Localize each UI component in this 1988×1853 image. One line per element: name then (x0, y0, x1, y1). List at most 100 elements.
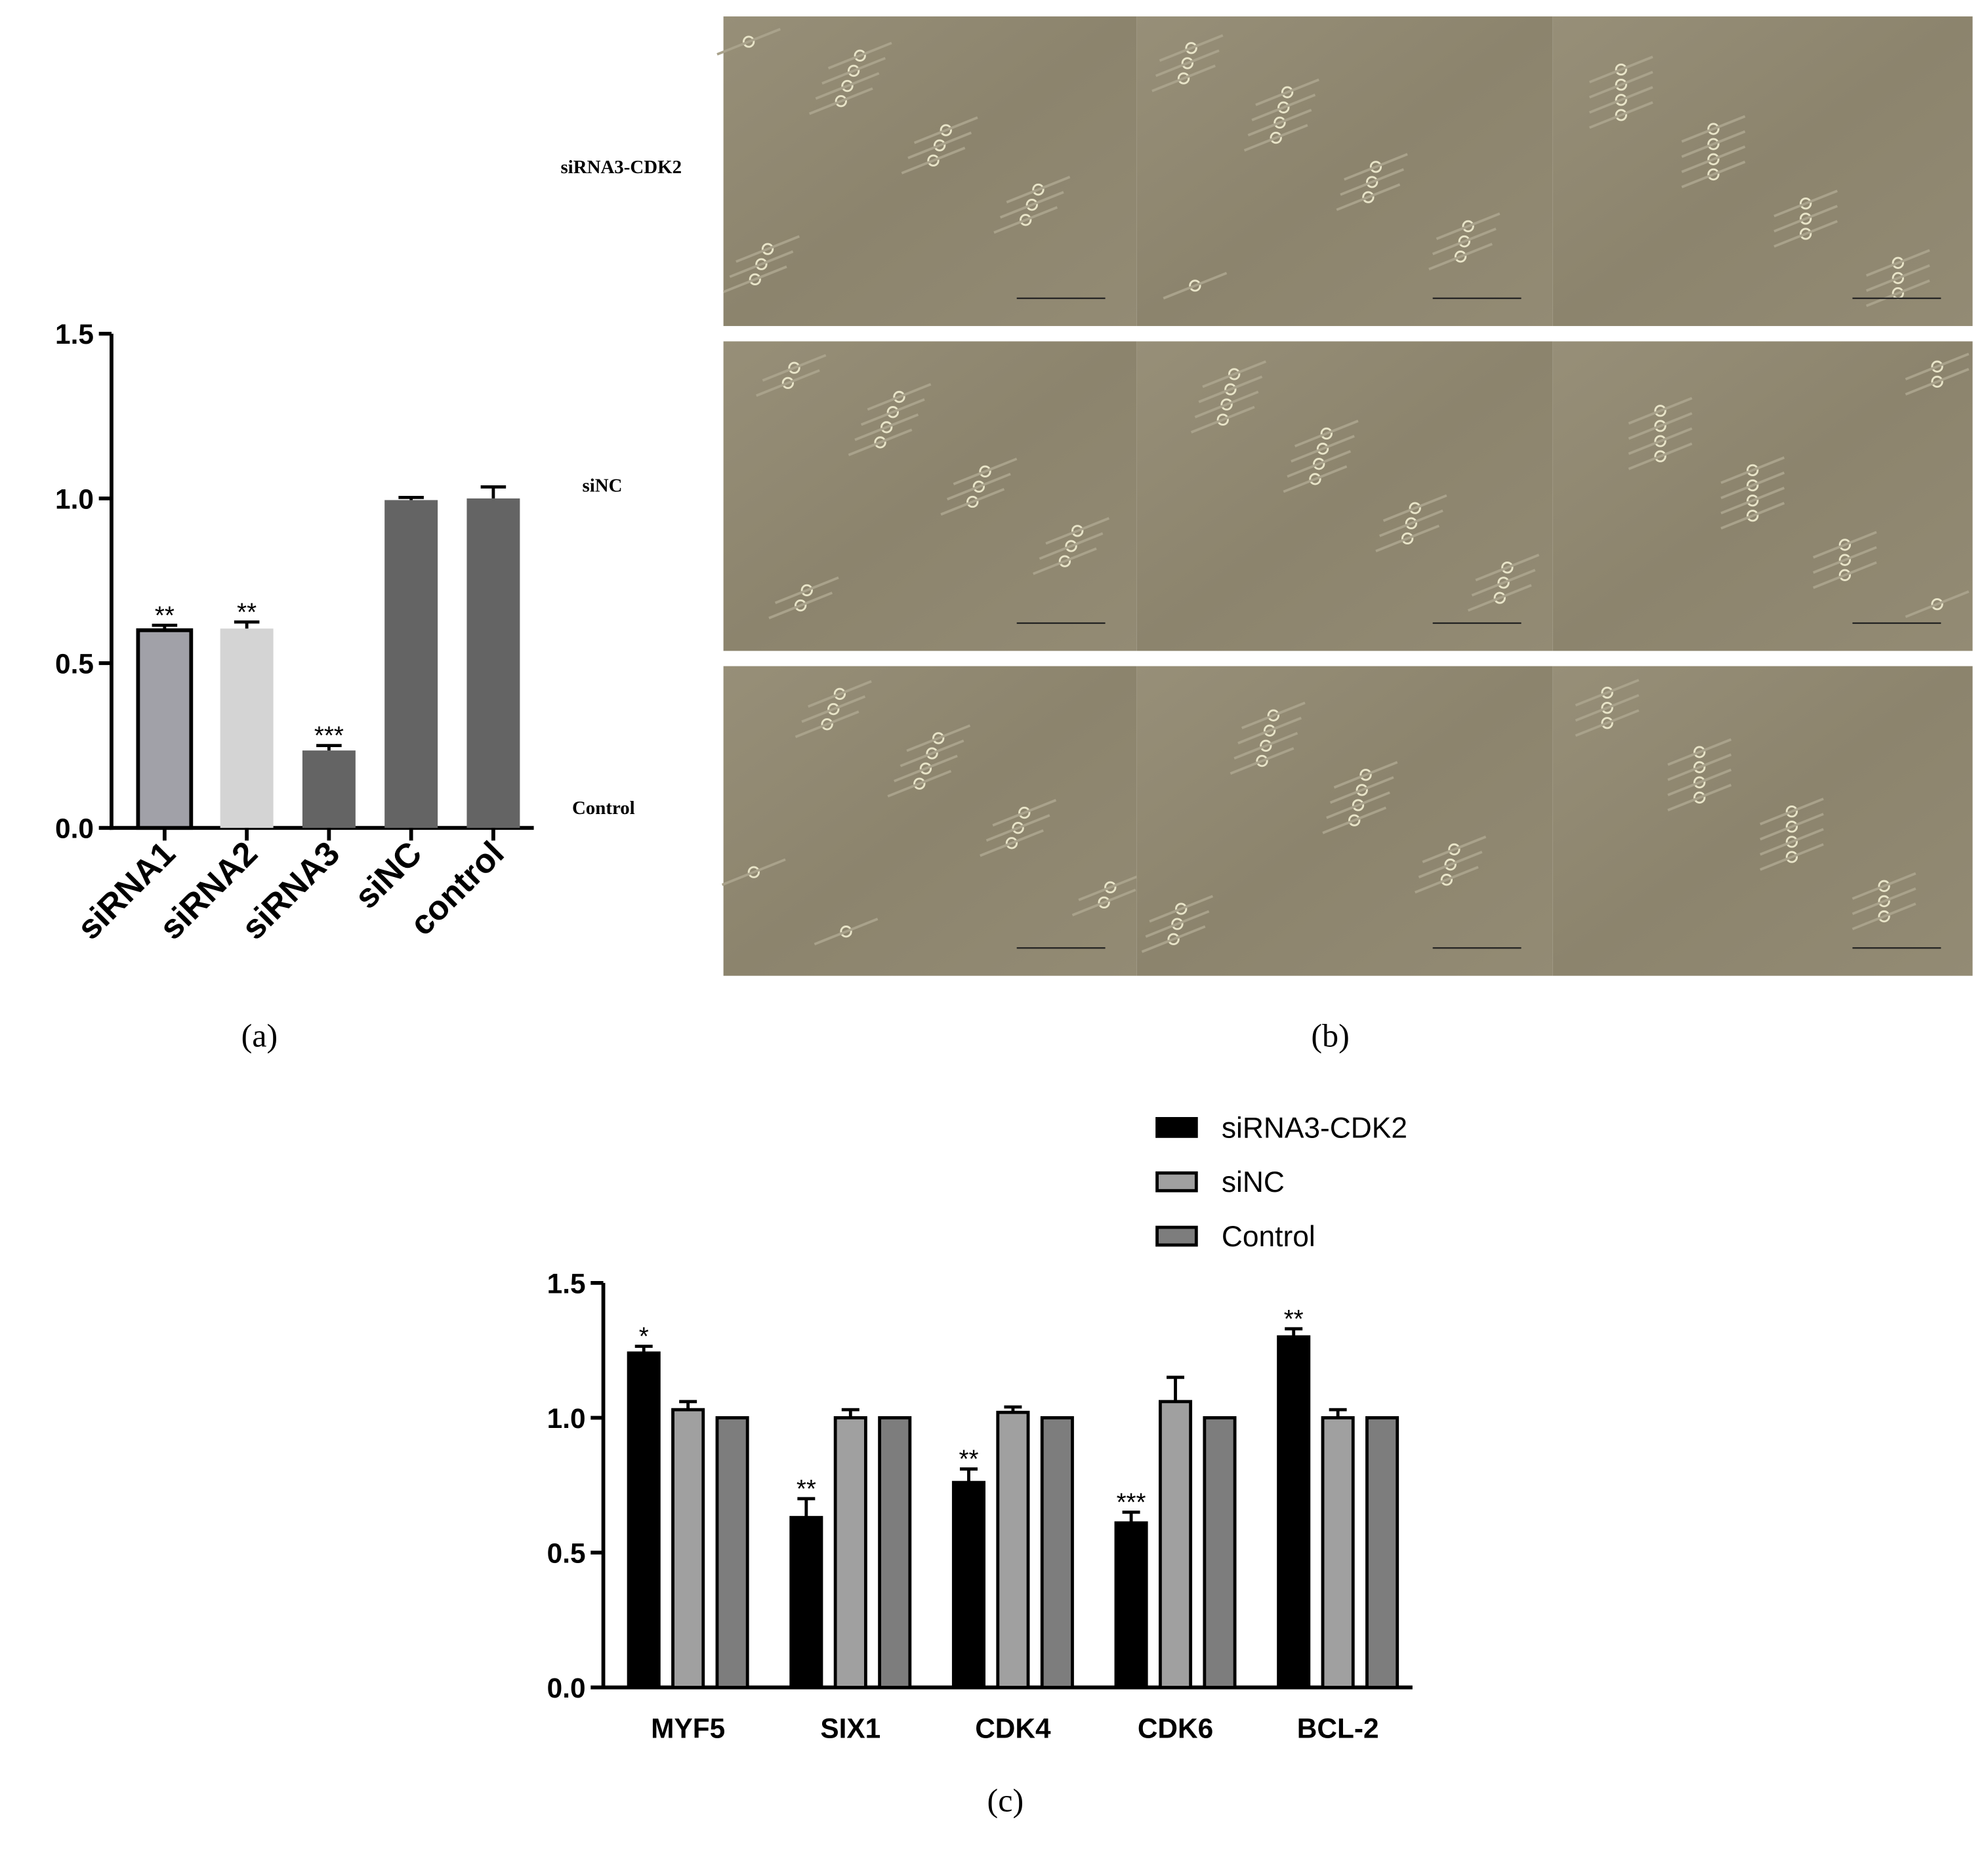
cell-body (1667, 738, 1732, 766)
cell (1785, 851, 1798, 863)
cell-body (1418, 851, 1483, 879)
cell (1018, 806, 1031, 819)
legend-label: Control (1222, 1221, 1315, 1253)
cell-body (1760, 828, 1824, 856)
cell-body (1773, 205, 1838, 233)
cell-body (1812, 531, 1877, 559)
cell (1348, 814, 1361, 826)
cell-body (1432, 228, 1497, 256)
cell (835, 95, 847, 108)
error-bar (316, 744, 342, 751)
cell (1931, 360, 1943, 373)
cell (1316, 442, 1329, 455)
cell-body (716, 28, 781, 56)
cell (1785, 821, 1798, 833)
cell-body (1194, 390, 1259, 418)
cell (1654, 450, 1667, 462)
cell (1892, 256, 1904, 269)
panel-label: (a) (241, 1017, 278, 1054)
cell (1615, 78, 1627, 91)
x-tick-label: CDK4 (975, 1713, 1051, 1744)
cell-body (1628, 427, 1693, 455)
error-bar (841, 1408, 859, 1418)
cell-body (1333, 761, 1398, 789)
cell (795, 599, 807, 612)
cell (927, 154, 940, 167)
cell (1501, 561, 1514, 574)
cell (1838, 569, 1852, 581)
cell (1654, 435, 1667, 447)
cell (1693, 776, 1706, 788)
cell (1409, 502, 1421, 514)
cell-body (860, 398, 925, 426)
cell-body (721, 858, 786, 886)
cell (972, 480, 985, 493)
cell-body (735, 235, 800, 263)
bar (833, 1416, 867, 1689)
micrograph (723, 341, 1137, 651)
cell-body (1436, 212, 1501, 240)
cell (1005, 837, 1018, 849)
cell (1274, 116, 1286, 129)
cell (1320, 427, 1333, 440)
cell-body (953, 457, 1018, 485)
legend-label: siNC (1222, 1166, 1285, 1198)
bar (671, 1408, 705, 1689)
cell-body (1812, 561, 1877, 589)
cell-body (1414, 866, 1479, 894)
cell (1260, 739, 1272, 752)
cell (1405, 517, 1418, 529)
cell-body (1237, 716, 1302, 744)
cell-body (1230, 747, 1294, 775)
bar (878, 1416, 912, 1689)
cell-body (1467, 584, 1532, 612)
cell (1171, 918, 1184, 930)
cell-body (1326, 791, 1390, 819)
divider (723, 651, 1973, 666)
cell-body (901, 146, 966, 174)
cell-body (1141, 925, 1206, 953)
cell (1892, 272, 1904, 285)
bar (466, 498, 520, 828)
cell-body (1865, 249, 1930, 277)
cell (1020, 214, 1032, 226)
cell (1707, 168, 1720, 181)
cell-body (848, 428, 913, 457)
cell-body (1760, 843, 1824, 871)
cell (841, 79, 854, 92)
cell-body (1251, 93, 1316, 121)
cell-body (774, 576, 839, 604)
cell-body (1241, 701, 1306, 729)
cell (1065, 540, 1077, 552)
cell-body (1071, 888, 1136, 916)
bar (627, 1351, 661, 1689)
cell (1362, 191, 1375, 203)
cell-body (1233, 731, 1298, 760)
cell (1267, 709, 1280, 722)
cell (1228, 368, 1241, 380)
y-tick-label: 0.0 (55, 813, 94, 844)
cell (1177, 72, 1190, 85)
cell-body (1681, 145, 1746, 173)
cell (1747, 510, 1759, 522)
micrograph (723, 16, 1137, 327)
cell (747, 866, 760, 878)
cell (1497, 577, 1510, 589)
cell-body (1329, 776, 1394, 804)
cell-body (815, 71, 880, 100)
cell (781, 377, 795, 390)
cell (1025, 199, 1038, 211)
cell-body (801, 695, 866, 723)
cell-body (1720, 471, 1785, 500)
cell-body (1628, 397, 1693, 425)
cell-body (1865, 279, 1930, 308)
cell-body (1045, 517, 1110, 545)
cell (847, 64, 860, 77)
cell (1098, 896, 1110, 909)
cell-body (906, 724, 971, 752)
cell-body (894, 754, 958, 783)
cell-body (722, 265, 787, 293)
cell (1071, 525, 1084, 537)
cell-body (808, 680, 872, 708)
significance: ** (959, 1446, 978, 1474)
